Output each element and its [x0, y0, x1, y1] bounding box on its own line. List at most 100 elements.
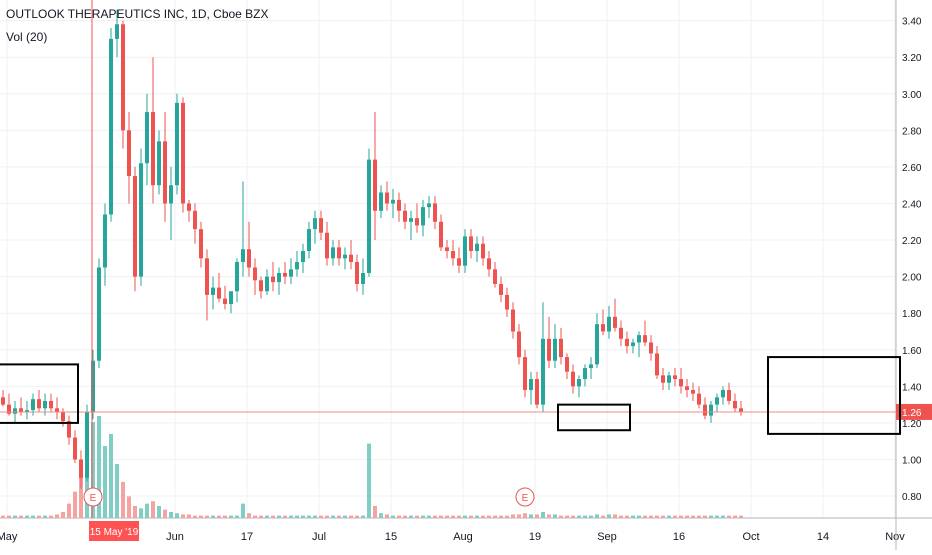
candle-body[interactable] [403, 210, 407, 222]
candle-body[interactable] [739, 408, 743, 412]
candle-body[interactable] [673, 375, 677, 380]
candle-body[interactable] [187, 203, 191, 211]
candle-body[interactable] [55, 408, 59, 412]
candle-body[interactable] [25, 410, 29, 412]
candle-body[interactable] [259, 280, 263, 292]
candle-body[interactable] [211, 287, 215, 295]
candle-body[interactable] [145, 112, 149, 164]
candle-body[interactable] [439, 221, 443, 248]
candle-body[interactable] [535, 379, 539, 405]
candle-body[interactable] [433, 203, 437, 222]
candle-body[interactable] [85, 411, 89, 478]
candle-body[interactable] [349, 254, 353, 262]
candle-body[interactable] [325, 232, 329, 259]
candle-body[interactable] [355, 262, 359, 284]
candle-body[interactable] [427, 203, 431, 208]
candle-body[interactable] [67, 421, 71, 438]
candle-body[interactable] [241, 249, 245, 262]
candle-body[interactable] [1, 397, 5, 405]
candle-body[interactable] [247, 249, 251, 268]
candle-body[interactable] [727, 390, 731, 401]
candle-body[interactable] [511, 309, 515, 332]
candle-body[interactable] [343, 254, 347, 259]
candle-body[interactable] [451, 251, 455, 259]
candle-body[interactable] [379, 192, 383, 211]
candle-body[interactable] [547, 338, 551, 361]
candle-body[interactable] [463, 236, 467, 266]
candle-body[interactable] [331, 247, 335, 259]
candle-body[interactable] [193, 210, 197, 230]
candle-body[interactable] [109, 38, 113, 215]
candle-body[interactable] [553, 338, 557, 361]
candle-body[interactable] [307, 229, 311, 252]
candle-body[interactable] [205, 258, 209, 295]
candle-body[interactable] [49, 400, 53, 409]
candle-body[interactable] [157, 141, 161, 186]
candle-body[interactable] [385, 192, 389, 204]
candle-body[interactable] [523, 357, 527, 390]
candle-body[interactable] [337, 247, 341, 259]
candle-body[interactable] [499, 283, 503, 295]
candle-body[interactable] [217, 287, 221, 299]
candle-body[interactable] [61, 411, 65, 422]
candle-body[interactable] [655, 353, 659, 376]
candle-body[interactable] [445, 247, 449, 252]
candle-body[interactable] [667, 375, 671, 383]
candle-body[interactable] [415, 218, 419, 226]
candle-body[interactable] [31, 399, 35, 411]
candle-body[interactable] [721, 390, 725, 398]
candle-body[interactable] [223, 298, 227, 305]
candle-body[interactable] [493, 269, 497, 284]
candle-body[interactable] [361, 272, 365, 284]
candle-body[interactable] [163, 141, 167, 204]
candle-body[interactable] [487, 258, 491, 270]
candle-body[interactable] [565, 357, 569, 372]
candle-body[interactable] [289, 269, 293, 277]
candle-body[interactable] [367, 159, 371, 273]
candle-body[interactable] [421, 207, 425, 226]
candle-body[interactable] [715, 397, 719, 405]
candle-body[interactable] [253, 267, 257, 281]
candle-body[interactable] [229, 291, 233, 305]
candle-body[interactable] [277, 272, 281, 283]
candle-body[interactable] [475, 243, 479, 252]
candle-body[interactable] [619, 327, 623, 339]
candle-body[interactable] [391, 199, 395, 204]
candle-body[interactable] [703, 404, 707, 416]
candle-body[interactable] [613, 316, 617, 328]
candle-body[interactable] [607, 316, 611, 332]
candle-body[interactable] [601, 324, 605, 332]
candle-body[interactable] [661, 375, 665, 383]
candle-body[interactable] [73, 437, 77, 460]
candle-body[interactable] [685, 386, 689, 390]
candle-body[interactable] [91, 360, 95, 412]
candle-body[interactable] [505, 294, 509, 310]
candle-body[interactable] [571, 371, 575, 387]
candle-body[interactable] [115, 24, 119, 39]
candle-body[interactable] [37, 399, 41, 409]
candle-body[interactable] [625, 338, 629, 347]
candle-body[interactable] [43, 400, 47, 409]
candle-body[interactable] [283, 272, 287, 277]
candle-body[interactable] [529, 379, 533, 390]
candle-body[interactable] [469, 236, 473, 252]
earnings-marker[interactable] [515, 487, 535, 507]
candle-body[interactable] [691, 390, 695, 394]
candle-body[interactable] [103, 214, 107, 268]
candle-body[interactable] [481, 243, 485, 259]
candle-body[interactable] [301, 251, 305, 262]
candle-body[interactable] [121, 24, 125, 131]
candle-body[interactable] [649, 342, 653, 354]
candle-body[interactable] [583, 368, 587, 380]
candle-body[interactable] [151, 112, 155, 186]
candle-body[interactable] [175, 102, 179, 186]
candle-body[interactable] [199, 229, 203, 259]
candle-body[interactable] [169, 185, 173, 204]
candle-body[interactable] [517, 331, 521, 358]
candle-body[interactable] [127, 130, 131, 177]
candle-body[interactable] [397, 199, 401, 211]
candle-body[interactable] [79, 459, 83, 478]
candle-body[interactable] [637, 335, 641, 343]
candle-body[interactable] [235, 262, 239, 292]
